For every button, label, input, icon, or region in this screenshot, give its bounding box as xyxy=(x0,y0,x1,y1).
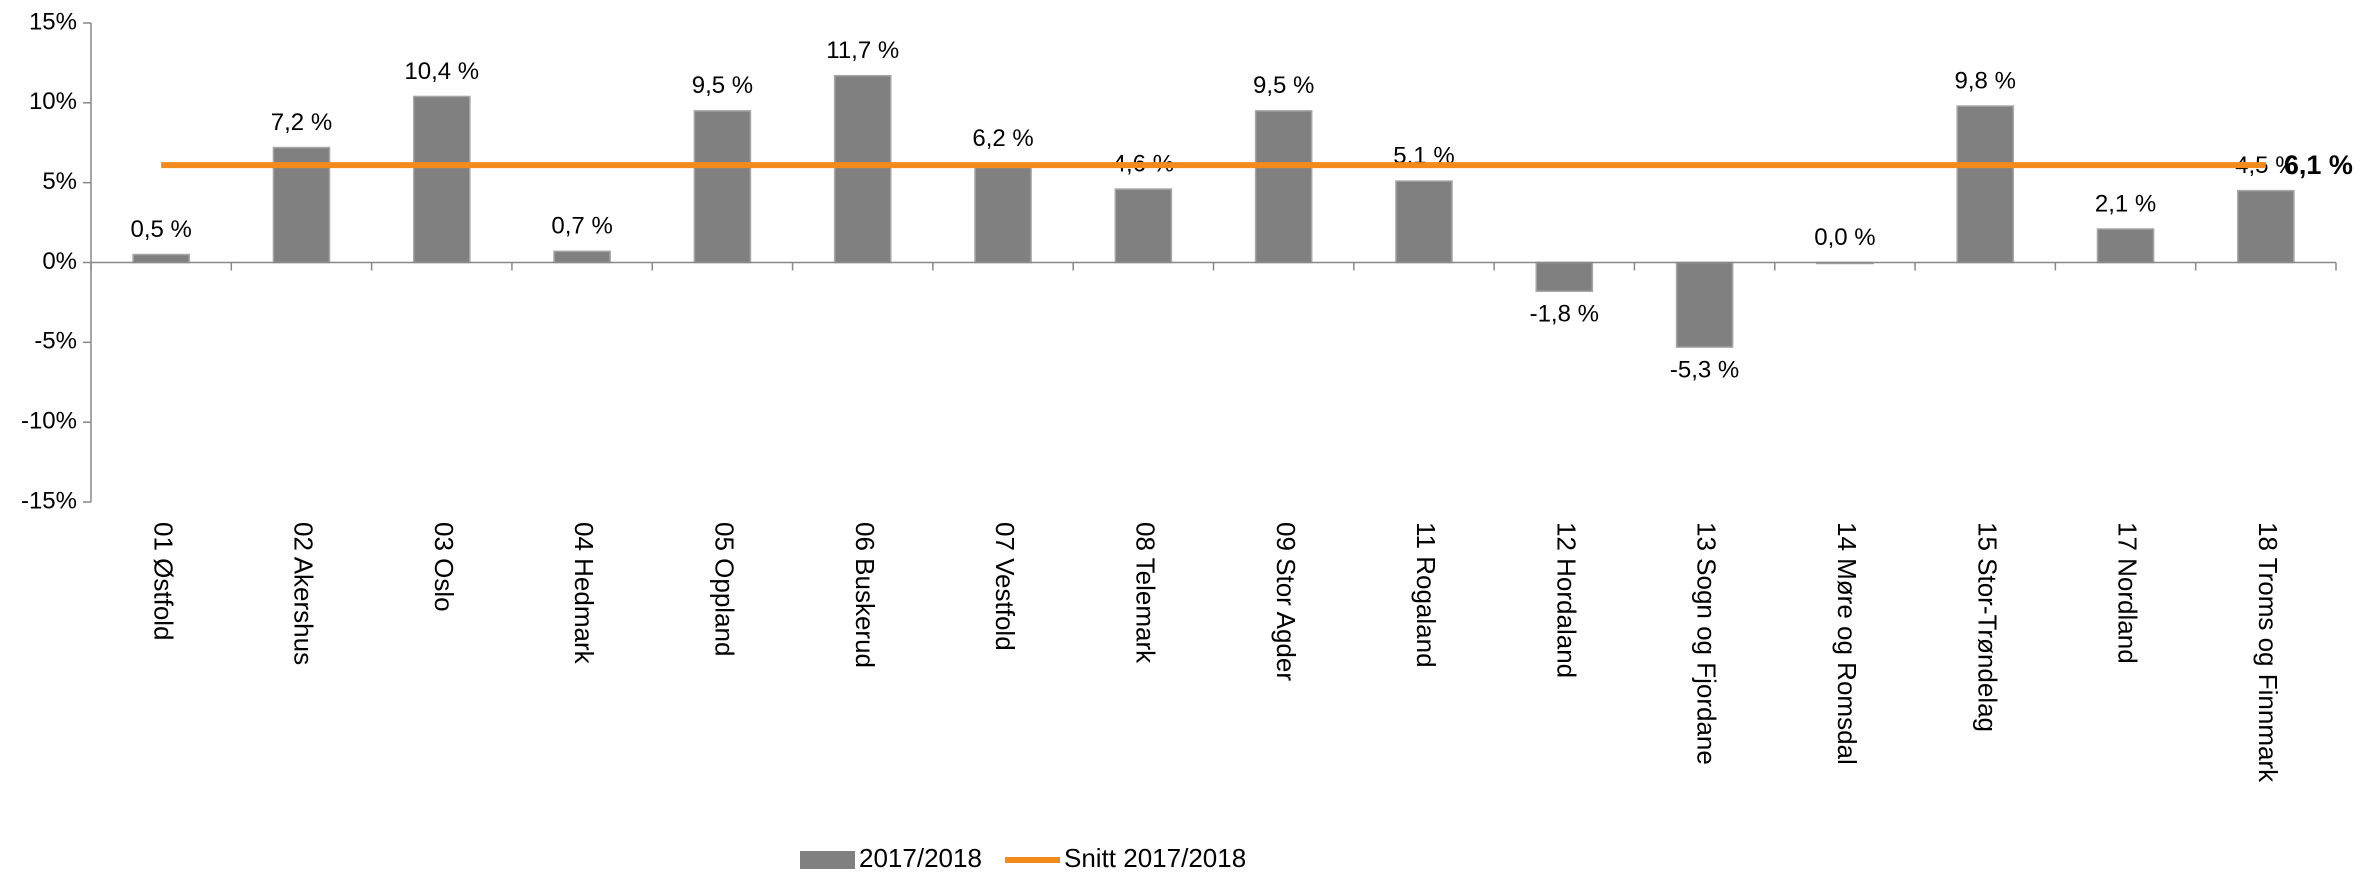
x-tick-label: 03 Oslo xyxy=(429,522,459,612)
bar xyxy=(553,250,611,264)
bar xyxy=(693,110,752,264)
data-label: -1,8 % xyxy=(1530,301,1599,328)
bar xyxy=(2237,189,2295,264)
x-tick-label: 06 Buskerud xyxy=(850,522,880,668)
x-tick-label: 11 Rogaland xyxy=(1411,522,1441,668)
x-tick-label: 02 Akershus xyxy=(289,522,319,665)
y-tick-label: -5% xyxy=(34,328,77,355)
y-tick-label: 15% xyxy=(29,8,77,35)
data-label: 0,7 % xyxy=(551,213,612,240)
bar xyxy=(1956,105,2015,264)
bar xyxy=(1675,261,1734,348)
bar xyxy=(1395,180,1453,264)
x-tick-label: 18 Troms og Finnmark xyxy=(2253,522,2283,783)
legend-label: Snitt 2017/2018 xyxy=(1064,843,1246,873)
y-tick-label: -15% xyxy=(21,487,77,514)
data-label: -5,3 % xyxy=(1670,356,1739,383)
y-tick-label: 10% xyxy=(29,88,77,115)
data-label: 2,1 % xyxy=(2095,190,2156,217)
x-tick-label: 14 Møre og Romsdal xyxy=(1832,522,1862,765)
end-label: 6,1 % xyxy=(2284,150,2353,180)
data-label: 11,7 % xyxy=(826,37,899,64)
x-tick-label: 08 Telemark xyxy=(1130,522,1160,664)
y-tick-label: 0% xyxy=(42,248,77,275)
y-tick-label: 5% xyxy=(42,168,77,195)
x-tick-label: 17 Nordland xyxy=(2113,522,2143,664)
bar xyxy=(1114,188,1173,264)
x-tick-label: 07 Vestfold xyxy=(990,522,1020,651)
bar xyxy=(833,74,892,264)
y-tick-label: -10% xyxy=(21,408,77,435)
data-label: 7,2 % xyxy=(271,109,332,136)
bar xyxy=(2096,228,2155,264)
data-label: 9,8 % xyxy=(1955,67,2016,94)
legend-swatch xyxy=(800,851,855,869)
bar xyxy=(132,253,190,264)
legend-label: 2017/2018 xyxy=(859,843,982,873)
data-label: 0,5 % xyxy=(130,216,191,243)
data-label: 9,5 % xyxy=(1253,72,1314,99)
data-label: 10,4 % xyxy=(404,58,479,85)
x-tick-label: 12 Hordaland xyxy=(1551,522,1581,678)
bar xyxy=(1254,110,1313,264)
x-tick-label: 04 Hedmark xyxy=(569,522,599,665)
x-tick-label: 09 Stor Agder xyxy=(1271,522,1301,681)
x-tick-label: 01 Østfold xyxy=(148,522,178,641)
data-label: 6,2 % xyxy=(972,125,1033,152)
x-tick-label: 15 Stor-Trøndelag xyxy=(1972,522,2002,732)
bar xyxy=(412,95,471,264)
bar xyxy=(974,162,1032,264)
data-label: 0,0 % xyxy=(1814,224,1875,251)
data-label: 9,5 % xyxy=(692,72,753,99)
x-tick-label: 13 Sogn og Fjordane xyxy=(1692,522,1722,765)
x-tick-label: 05 Oppland xyxy=(710,522,740,656)
bar xyxy=(1535,261,1594,292)
